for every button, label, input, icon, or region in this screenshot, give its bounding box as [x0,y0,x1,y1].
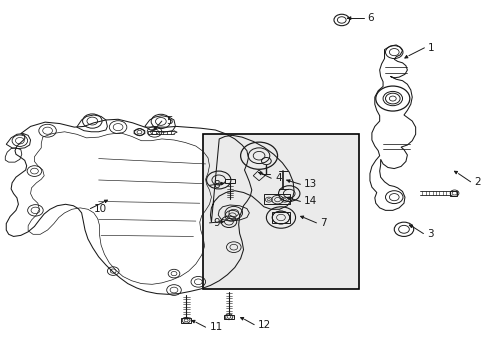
Text: 9: 9 [213,218,220,228]
Text: 8: 8 [213,180,220,190]
Text: 2: 2 [473,177,480,187]
Text: 3: 3 [427,229,433,239]
Bar [203,134,358,289]
Text: 14: 14 [304,197,317,206]
Text: 10: 10 [94,203,107,213]
Text: 6: 6 [367,13,373,23]
Text: 12: 12 [258,320,271,330]
Text: 11: 11 [209,322,223,332]
Text: 7: 7 [320,218,326,228]
Text: 1: 1 [427,43,434,53]
Text: 5: 5 [165,116,172,126]
Text: 13: 13 [304,179,317,189]
Text: 4: 4 [275,173,281,183]
